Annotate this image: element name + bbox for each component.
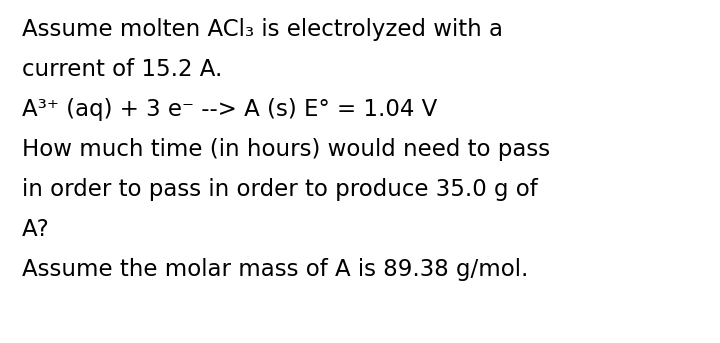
Text: How much time (in hours) would need to pass: How much time (in hours) would need to p… xyxy=(22,138,550,161)
Text: A?: A? xyxy=(22,218,50,241)
Text: A³⁺ (aq) + 3 e⁻ --> A (s) E° = 1.04 V: A³⁺ (aq) + 3 e⁻ --> A (s) E° = 1.04 V xyxy=(22,98,437,121)
Text: Assume the molar mass of A is 89.38 g/mol.: Assume the molar mass of A is 89.38 g/mo… xyxy=(22,258,528,281)
Text: in order to pass in order to produce 35.0 g of: in order to pass in order to produce 35.… xyxy=(22,178,538,201)
Text: current of 15.2 A.: current of 15.2 A. xyxy=(22,58,222,81)
Text: Assume molten ACl₃ is electrolyzed with a: Assume molten ACl₃ is electrolyzed with … xyxy=(22,18,503,41)
